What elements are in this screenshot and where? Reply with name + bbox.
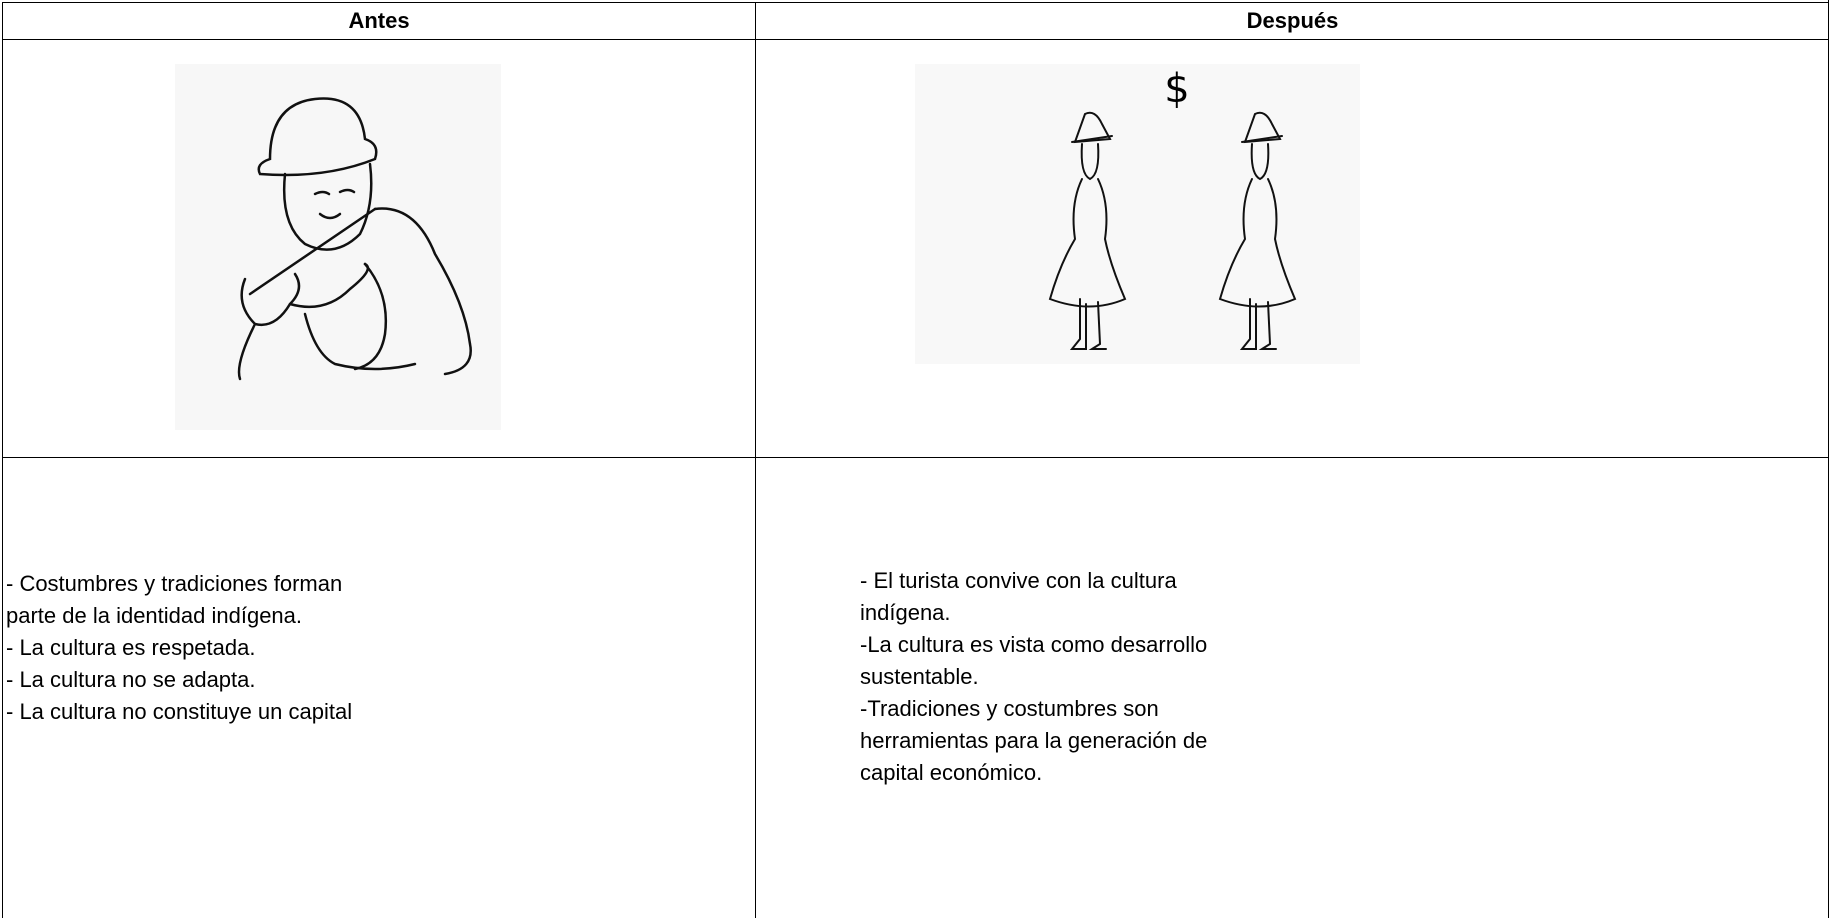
text-line: -La cultura es vista como desarrollo <box>860 632 1208 657</box>
image-cell <box>755 39 1829 458</box>
text-line: - La cultura no se adapta. <box>6 667 256 692</box>
text-line: - La cultura es respetada. <box>6 635 256 660</box>
text-line: indígena. <box>860 600 951 625</box>
text-line: - Costumbres y tradiciones forman <box>6 571 343 596</box>
image-cell <box>2 39 755 458</box>
header-cell: Antes <box>2 2 755 40</box>
cell-text: - El turista convive con la cultura indíg… <box>860 565 1207 789</box>
header-text: Después <box>1246 8 1339 33</box>
text-line: capital económico. <box>860 760 1043 785</box>
table-border <box>1828 0 1829 918</box>
header-text: Antes <box>348 8 410 33</box>
cell-text: - Costumbres y tradiciones forman parte d… <box>6 568 352 728</box>
text-line: - La cultura no constituye un capital <box>6 699 353 724</box>
header-cell: Después <box>755 2 1829 40</box>
text-cell <box>755 457 1829 918</box>
flute-player-sketch <box>175 64 501 430</box>
dollar-sign: $ <box>1164 66 1189 112</box>
text-cell <box>2 457 755 918</box>
text-line: - El turista convive con la cultura <box>860 568 1177 593</box>
text-line: sustentable. <box>860 664 979 689</box>
text-line: herramientas para la generación de <box>860 728 1208 753</box>
text-line: -Tradiciones y costumbres son <box>860 696 1159 721</box>
two-figures-sketch: $ <box>915 64 1360 364</box>
text-line: parte de la identidad indígena. <box>6 603 303 628</box>
